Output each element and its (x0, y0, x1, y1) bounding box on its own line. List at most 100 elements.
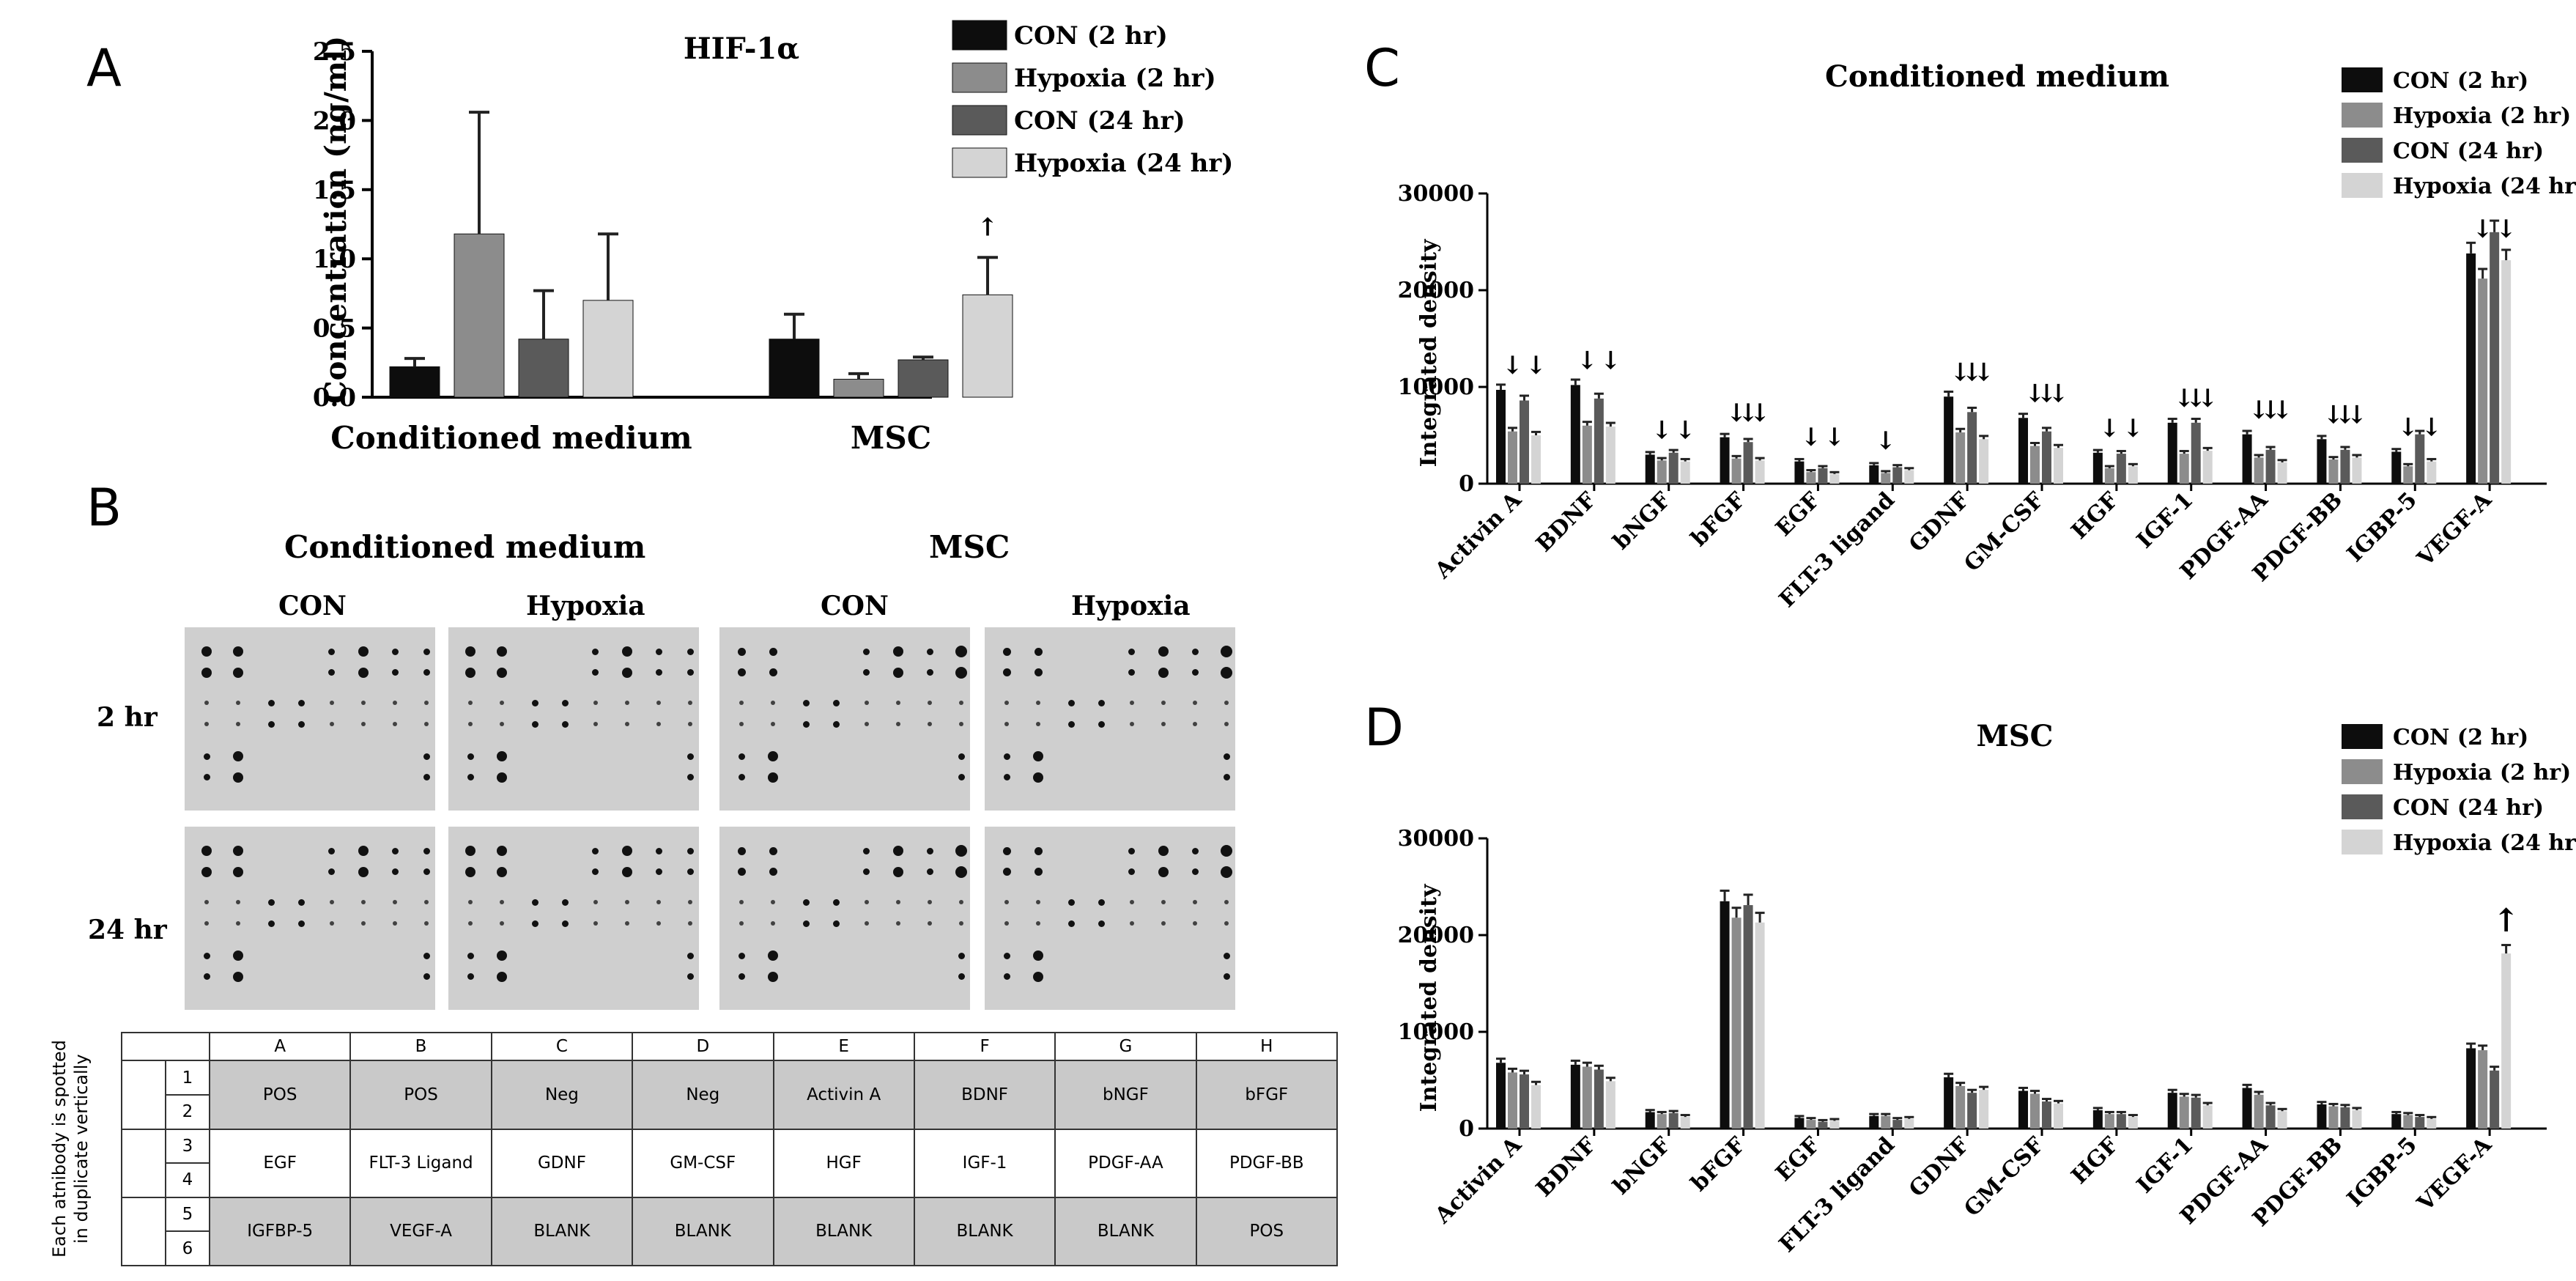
blot-spot (688, 701, 693, 706)
blot-spot (655, 868, 662, 876)
annotation-arrow: ↓ (1801, 423, 1822, 452)
annotation-arrow: ↓ (1577, 347, 1598, 376)
bar (582, 300, 634, 398)
blot-spot (391, 847, 399, 854)
blot-spot (593, 900, 598, 905)
blot-spot (1161, 701, 1166, 706)
annotation-arrow: ↓ (1726, 399, 1747, 428)
blot-spot (1129, 701, 1134, 706)
blot-spot (1193, 722, 1198, 726)
category-label: HGF (2067, 487, 2124, 544)
blot-spot (863, 847, 870, 854)
legend-swatch (2342, 724, 2383, 749)
blot-spot (465, 866, 476, 877)
blot-spot (625, 701, 630, 706)
blot-spot (468, 900, 473, 905)
bar (2202, 1105, 2213, 1129)
col-header: D (632, 1031, 774, 1062)
bar (1720, 901, 1730, 1129)
blot-spot (864, 722, 869, 726)
blot-spot (737, 668, 746, 677)
bar (2391, 451, 2402, 484)
bar (1818, 468, 1828, 484)
blot-spot (1191, 669, 1199, 676)
table-cell: Neg (632, 1060, 774, 1130)
category-label: GM-CSF (1959, 487, 2048, 577)
legend-label: CON (2 hr) (2393, 725, 2528, 750)
blot-spot (739, 701, 744, 706)
blot-col-title-1: CON (278, 591, 347, 621)
legend-swatch (952, 105, 1007, 136)
category-label: Activin A (1429, 1132, 1527, 1229)
blot-spot (1221, 666, 1233, 679)
blot-spot (768, 772, 779, 783)
bar (1645, 454, 1655, 484)
blot-spot (1161, 900, 1166, 905)
bar (2018, 1090, 2028, 1129)
blot-spot (928, 900, 933, 905)
blot-spot (1002, 868, 1011, 876)
bar (2191, 422, 2201, 484)
blot-spot (562, 720, 569, 728)
bar (2403, 466, 2413, 484)
blot-spot (738, 952, 745, 959)
bar (1508, 1072, 1517, 1129)
annotation-arrow: ↓ (2472, 215, 2493, 244)
blot-spot (1068, 920, 1076, 927)
bar (1869, 1115, 1879, 1129)
panel-label-d: D (1364, 698, 1404, 758)
blot-spot (625, 722, 630, 726)
blot-spot (926, 669, 933, 676)
blot-spot (204, 722, 210, 726)
y-tick-label: 30000 (1398, 181, 1474, 207)
bar (2242, 1088, 2252, 1129)
annotation-arrow: ↓ (2249, 396, 2270, 425)
bar (1594, 1069, 1604, 1129)
legend-label: Hypoxia (24 hr) (2393, 830, 2576, 856)
blot-spot (739, 900, 744, 905)
blot-spot (833, 699, 840, 706)
annotation-arrow: ↓ (2347, 400, 2368, 429)
blot-row-title-2: 24 hr (88, 915, 167, 945)
blot-spot (959, 900, 964, 905)
blot-spot (622, 846, 633, 856)
blot-spot (1224, 701, 1229, 706)
blot-spot (803, 898, 810, 906)
blot-spot (1068, 699, 1076, 706)
blot-spot (1129, 722, 1134, 726)
blot-spot (423, 669, 430, 676)
blot-spot (958, 973, 965, 981)
y-tick-label: 30000 (1398, 826, 1474, 852)
blot-spot (928, 921, 933, 926)
blot-spot (1224, 900, 1229, 905)
annotation-arrow: ↓ (2174, 384, 2195, 413)
blot-spot (1068, 898, 1076, 906)
blot-spot (1223, 952, 1230, 959)
blot-col-title-4: Hypoxia (1071, 591, 1191, 621)
row-number: 5 (165, 1196, 210, 1233)
blot-spot (467, 753, 474, 760)
blot-spot (833, 720, 840, 728)
blot-spot (532, 699, 539, 706)
blot-spot (1191, 847, 1199, 854)
bar (1881, 1115, 1891, 1129)
legend-swatch (2342, 830, 2383, 854)
bar (2179, 454, 2189, 484)
bar (2242, 434, 2252, 484)
blot-spot (738, 774, 745, 781)
bar (2328, 1106, 2339, 1129)
blot-spot (328, 648, 336, 655)
chart-title: Conditioned medium (1825, 59, 2169, 94)
col-header: C (490, 1031, 634, 1062)
bar (1806, 472, 1816, 484)
bar (2427, 1118, 2437, 1129)
blot-spot (656, 921, 662, 926)
y-tick-label: 20000 (1398, 923, 1474, 948)
table-cell: POS (208, 1060, 352, 1130)
bar (2116, 454, 2126, 484)
bar (1967, 1093, 1977, 1129)
y-tick-label: 2.0 (313, 106, 356, 136)
antibody-key-table: Each atnibody is spotted in duplicate ve… (19, 1031, 1339, 1267)
blot-spot (361, 701, 366, 706)
row-number: 4 (165, 1162, 210, 1198)
